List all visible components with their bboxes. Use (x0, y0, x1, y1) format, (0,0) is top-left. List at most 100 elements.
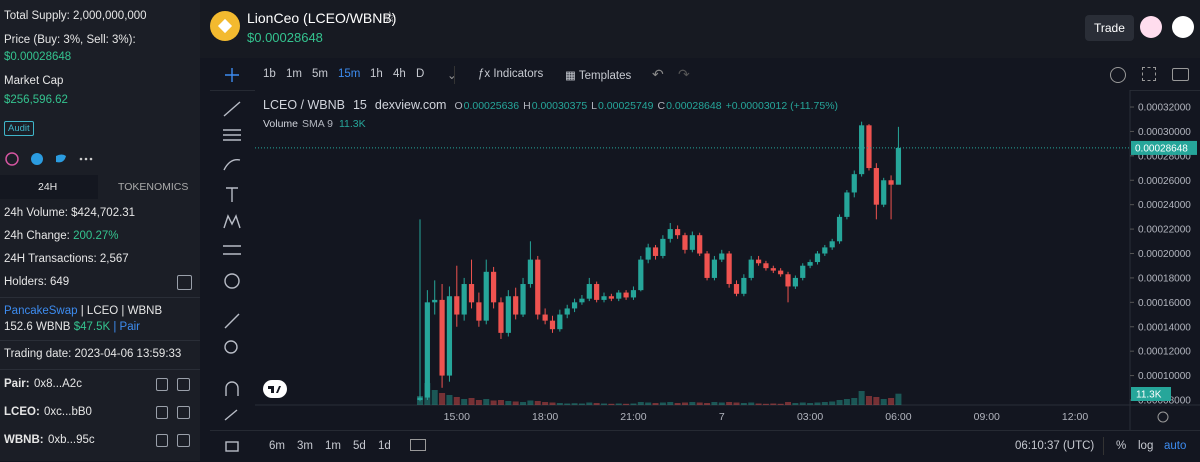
text-tool[interactable] (226, 187, 238, 202)
auto-toggle[interactable]: auto (1164, 440, 1187, 452)
indicators-button[interactable]: ƒx Indicators (478, 68, 544, 80)
copy-icon[interactable] (156, 406, 168, 419)
log-toggle[interactable]: log (1138, 440, 1154, 452)
volume-bar (659, 402, 666, 405)
volume-bar (689, 402, 696, 405)
interval-button[interactable]: D (416, 68, 425, 80)
volume-bar (630, 403, 637, 405)
legend-source: dexview.com (375, 98, 447, 112)
goto-date-button[interactable] (410, 439, 426, 451)
dex[interactable]: PancakeSwap (4, 305, 78, 317)
liquidity-line: 152.6 WBNB $47.5K | Pair (4, 321, 140, 333)
volume-bar (718, 402, 725, 405)
fullscreen-button[interactable] (1142, 67, 1156, 81)
address-value: 0x8...A2c (34, 378, 82, 390)
candle-body (697, 235, 703, 254)
header: LionCeo (LCEO/WBNB) ☆ $0.00028648 Trade (200, 0, 1200, 58)
candle-body (594, 284, 600, 300)
interval-button[interactable]: 4h (393, 68, 406, 80)
candle-body (652, 247, 659, 256)
magnet-tool[interactable] (225, 381, 239, 396)
trendline-tool[interactable] (223, 101, 241, 117)
candle-body (630, 290, 637, 298)
link-icon[interactable] (177, 378, 190, 391)
range-button[interactable]: 3m (297, 440, 313, 452)
price-chart: 0.000080000.000100000.000120000.00014000… (255, 90, 1200, 430)
volume-bar (439, 393, 446, 405)
templates-button[interactable]: ▦ Templates (565, 70, 632, 82)
undo-button[interactable]: ↶ (652, 66, 664, 82)
volume-bar (843, 399, 850, 405)
percent-toggle[interactable]: % (1116, 440, 1127, 452)
dex-line: PancakeSwap | LCEO | WBNB (4, 305, 162, 317)
tab[interactable]: 24H (38, 181, 58, 193)
candle-body (778, 270, 784, 275)
interval-button[interactable]: 1h (370, 68, 383, 80)
redo-button[interactable]: ↷ (678, 66, 690, 82)
link-icon[interactable] (177, 406, 190, 419)
tab-active[interactable] (0, 175, 98, 199)
link-icon[interactable] (177, 434, 190, 447)
trading-date: Trading date: 2023-04-06 13:59:33 (4, 348, 182, 360)
audit-badge[interactable]: Audit (4, 121, 34, 136)
pair-link[interactable]: | Pair (113, 321, 140, 333)
more-icon[interactable] (84, 157, 88, 161)
legend-interval: 15 (353, 98, 367, 112)
forecast-tool[interactable] (223, 245, 241, 255)
interval-button[interactable]: 1b (263, 68, 276, 80)
drawing-tools (223, 68, 241, 452)
twitter-icon[interactable] (56, 154, 66, 163)
chart-icon[interactable] (1172, 16, 1194, 38)
chart-toolbar: 1b 1m 5m 15m 1h 4h D ⌄ ƒx Indicators ▦ Templat… (210, 60, 1200, 91)
lock-drawing-tool[interactable] (224, 409, 238, 421)
candle-body (549, 320, 556, 330)
market-cap-label: Market Cap (4, 75, 64, 87)
token-logo (210, 11, 240, 41)
copy-icon[interactable] (156, 434, 168, 447)
range-button[interactable]: 6m (269, 440, 285, 452)
legend-low: 0.00025749 (598, 100, 654, 112)
address-label: LCEO: (4, 406, 40, 418)
website-icon[interactable] (5, 152, 19, 166)
stat-transactions: 24H Transactions: 2,567 (4, 253, 129, 265)
candle-body (881, 180, 887, 205)
zoom-tool[interactable] (224, 340, 238, 354)
candle-body (446, 296, 453, 376)
templates: Templates (578, 70, 632, 82)
token-sidebar: Total Supply: 2,000,000,000 Price (Buy: … (0, 0, 200, 461)
more-icon (89, 157, 93, 161)
candle-body (498, 302, 504, 333)
settings-button[interactable] (1110, 67, 1126, 83)
emoji-tool[interactable] (224, 273, 240, 289)
range-button[interactable]: 1d (378, 440, 391, 452)
candle-body (623, 292, 629, 298)
volume-bar (777, 403, 784, 405)
lock-tool[interactable] (225, 441, 239, 452)
fib-tool[interactable] (223, 129, 241, 141)
tab[interactable]: TOKENOMICS (118, 181, 189, 193)
brush-tool[interactable] (223, 159, 241, 171)
volume-bar (542, 402, 549, 405)
volume-bar (534, 401, 541, 405)
interval-button[interactable]: 5m (312, 68, 328, 80)
link-icon[interactable] (177, 275, 192, 290)
crosshair-tool[interactable] (225, 68, 239, 82)
interval-button[interactable]: 15m (338, 68, 361, 80)
screenshot-button[interactable] (1172, 68, 1189, 81)
favorite-star[interactable]: ☆ (383, 9, 397, 26)
dropdown[interactable]: ⌄ (447, 70, 457, 82)
dex-icon[interactable] (1140, 16, 1162, 38)
volume-bar (681, 402, 688, 405)
telegram-icon[interactable] (31, 153, 43, 165)
range-button[interactable]: 1m (325, 440, 341, 452)
copy-icon[interactable] (156, 378, 168, 391)
pattern-tool[interactable] (223, 214, 241, 229)
x-tick-label: 15:00 (444, 411, 470, 423)
ruler-tool[interactable] (224, 313, 240, 329)
interval-button[interactable]: 1m (286, 68, 302, 80)
candle-body (895, 147, 902, 185)
range-button[interactable]: 5d (353, 440, 366, 452)
trade-button[interactable]: Trade (1085, 15, 1134, 41)
candle-body (491, 271, 497, 303)
candle-body (601, 296, 607, 300)
